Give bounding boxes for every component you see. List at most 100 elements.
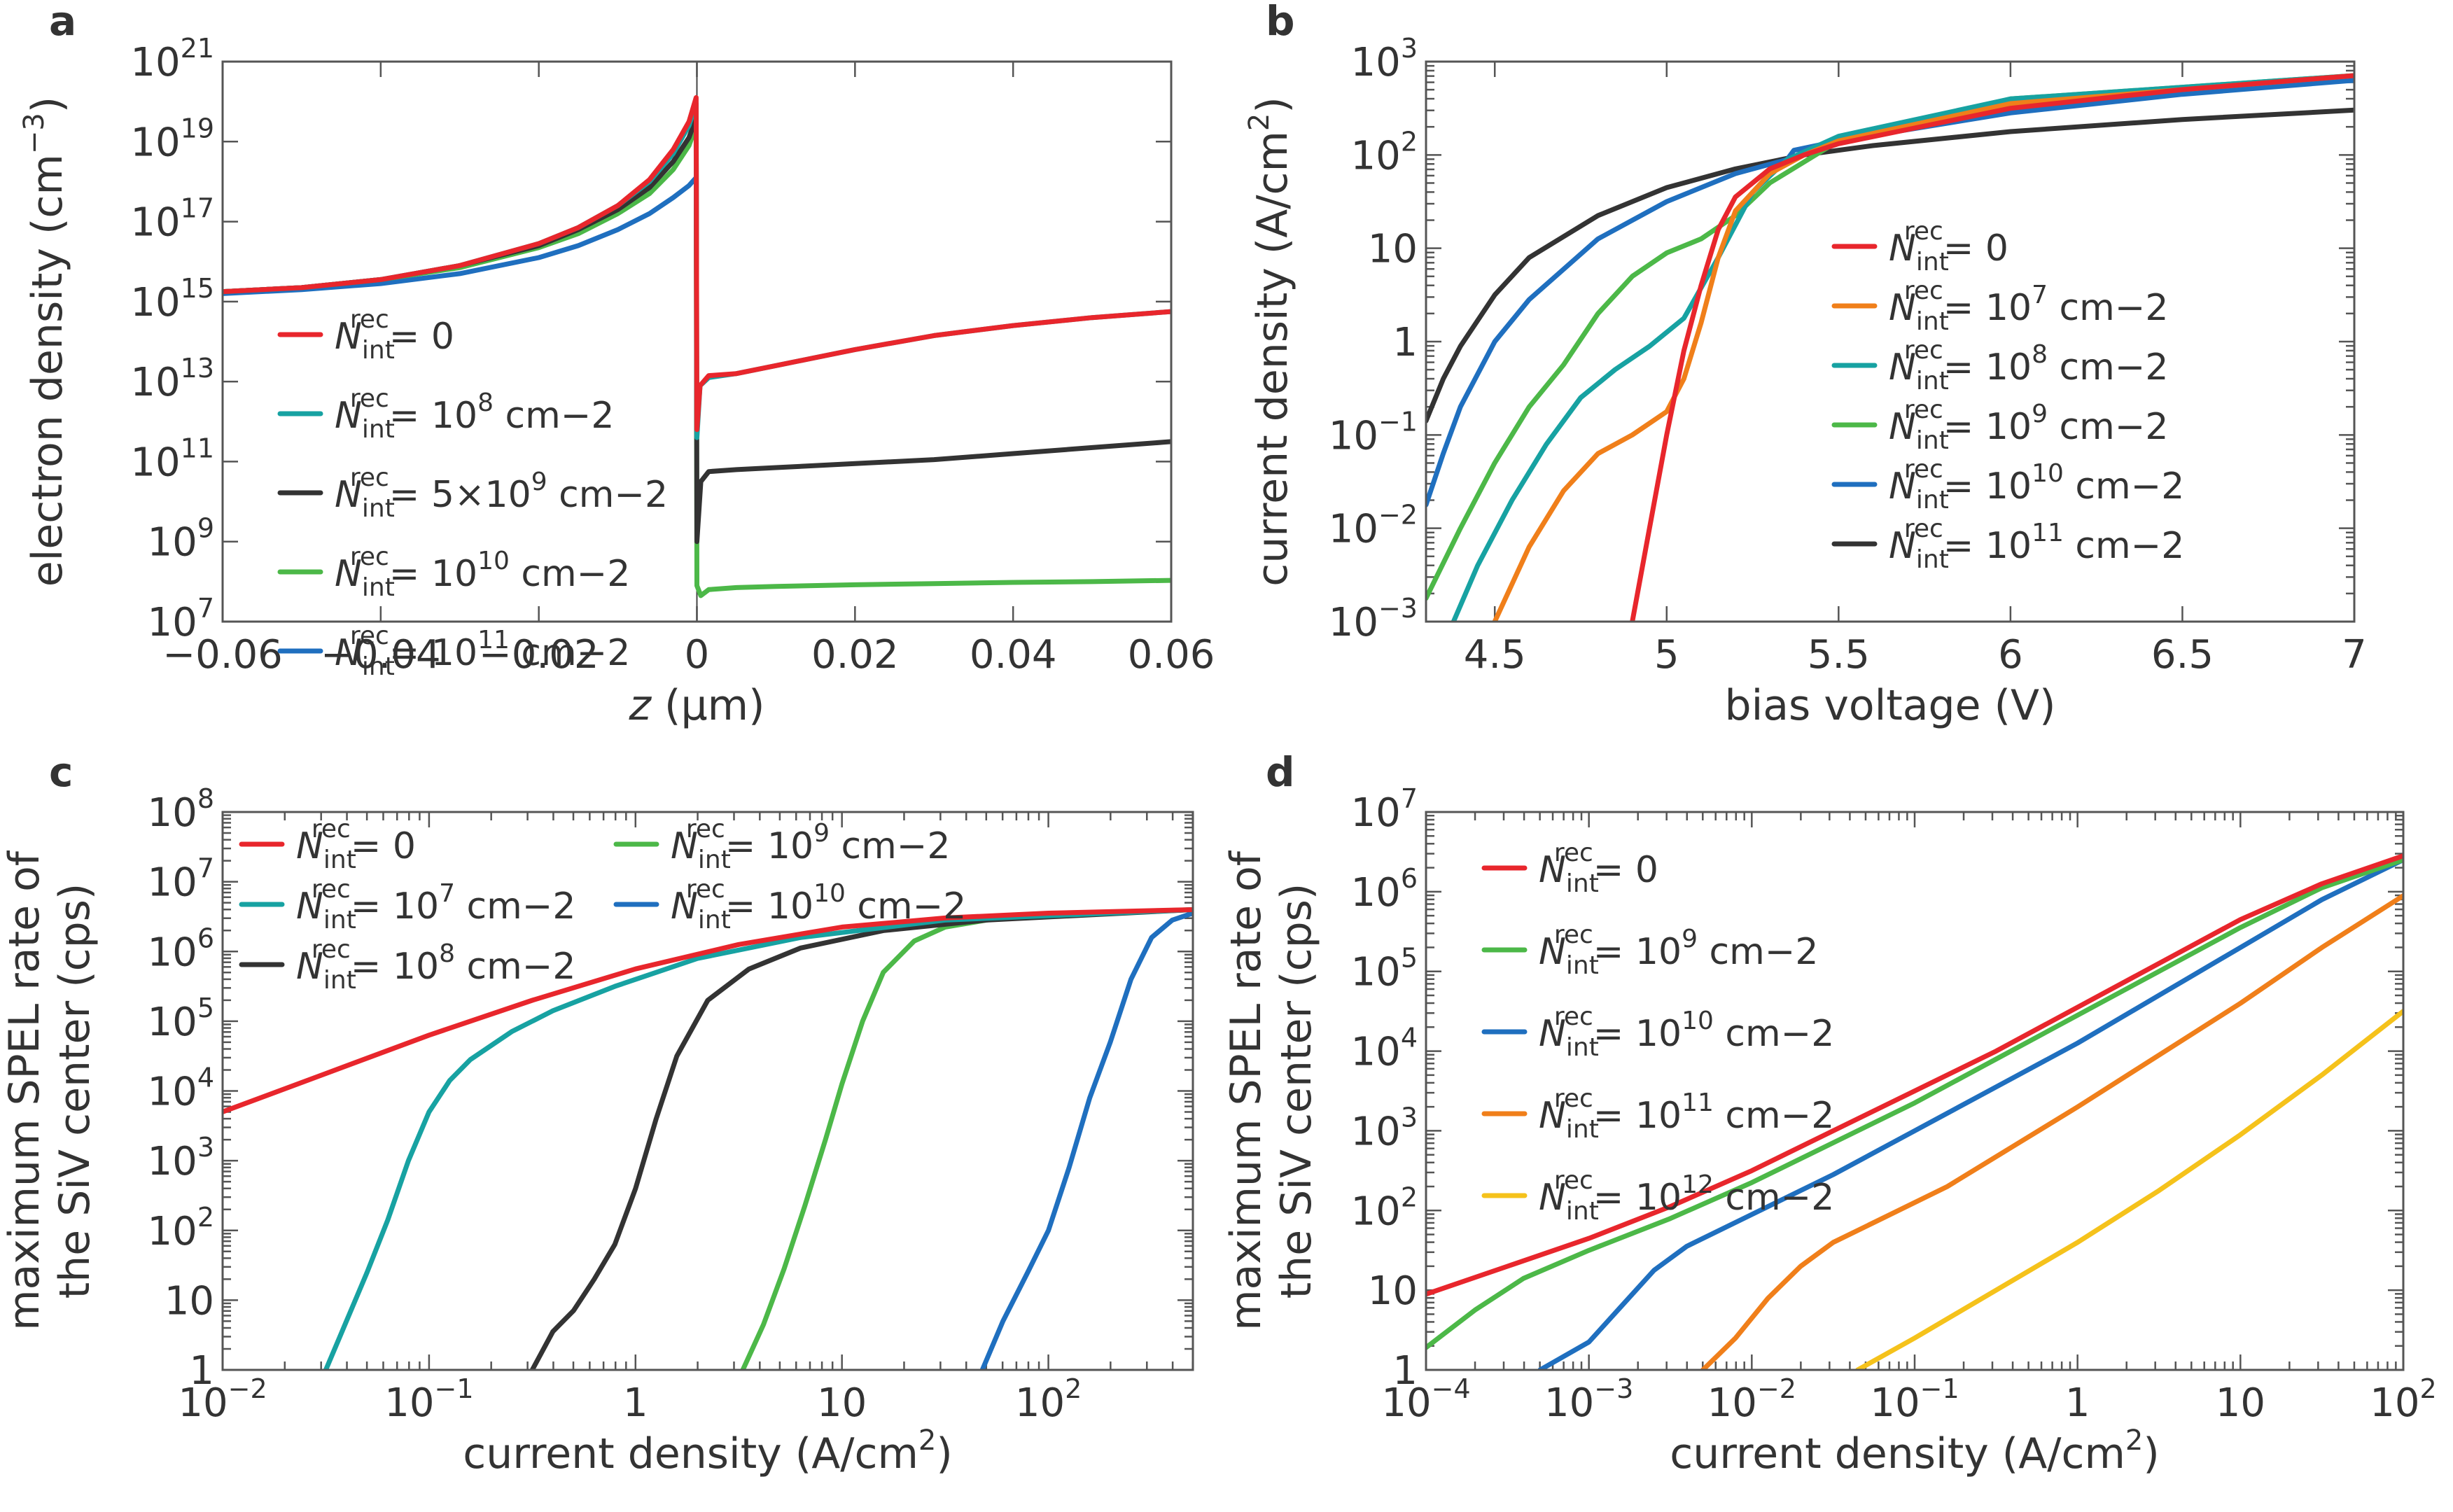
x-tick-base: 1 <box>2065 1380 2090 1426</box>
legend-symbol: N <box>671 825 698 867</box>
y-tick-exponent: 21 <box>181 33 214 64</box>
y-tick-base: 10 <box>1351 950 1401 995</box>
y-tick-label: 1013 <box>130 353 214 405</box>
legend-superscript: rec <box>312 815 351 844</box>
legend-value: = 10 <box>1593 931 1682 973</box>
legend-symbol: N <box>671 886 698 927</box>
x-tick-base: 10 <box>178 1380 228 1426</box>
x-tick-label: 10 <box>817 1380 867 1426</box>
legend-value: = 10 <box>1943 346 2032 388</box>
y-tick-label: 10−1 <box>1329 406 1418 458</box>
y-tick-exponent: −3 <box>1378 593 1418 624</box>
y-axis-label-text: electron density (cm <box>23 154 72 587</box>
y-tick-label: 10−2 <box>1329 500 1418 552</box>
x-tick-base: 10 <box>1381 1380 1431 1426</box>
y-tick-exponent: 8 <box>197 783 214 814</box>
legend-symbol: N <box>335 395 362 437</box>
y-axis-label-exponent: 2 <box>1243 113 1276 131</box>
series-line <box>223 175 699 296</box>
x-axis-label-close: ) <box>936 1429 952 1478</box>
legend-subscript: int <box>323 966 356 995</box>
y-tick-label: 1 <box>1392 320 1418 365</box>
x-tick-label: 102 <box>2370 1373 2436 1426</box>
legend-value: = 10 <box>1593 1177 1682 1219</box>
legend-entry: Nintrec= 1010 cm−2 <box>335 542 630 602</box>
x-axis-label-exponent: 2 <box>918 1424 936 1457</box>
x-tick-label: 102 <box>1015 1373 1082 1426</box>
series-line <box>529 907 1193 1370</box>
legend-entry: Nintrec= 0 <box>296 815 416 874</box>
y-tick-base: 10 <box>1329 600 1378 645</box>
y-tick-exponent: 3 <box>197 1132 214 1163</box>
legend-superscript: rec <box>1554 1002 1593 1031</box>
x-axis-label: current density (A/cm2) <box>1670 1424 2160 1478</box>
y-tick-label: 106 <box>1351 863 1418 916</box>
legend-exponent: 7 <box>439 879 455 908</box>
x-tick-label: 10−2 <box>178 1373 267 1426</box>
y-tick-exponent: 11 <box>181 433 214 463</box>
y-tick-base: 10 <box>148 1000 197 1045</box>
legend-exponent: 7 <box>2032 281 2048 309</box>
legend-value: = 0 <box>389 316 454 358</box>
x-axis-label: current density (A/cm2) <box>463 1424 953 1478</box>
series-line <box>740 907 1193 1370</box>
y-tick-base: 10 <box>1351 1030 1401 1075</box>
series-line <box>1426 857 2403 1350</box>
legend-symbol: N <box>1889 465 1916 507</box>
legend-exponent: 10 <box>2032 459 2064 488</box>
legend-subscript: int <box>1566 869 1599 898</box>
legend-subscript: int <box>1916 367 1949 396</box>
plot-frame <box>1425 60 2356 623</box>
x-tick-label: 10 <box>2216 1380 2265 1426</box>
legend-unit: cm−2 <box>510 553 630 595</box>
x-tick-label: 10−1 <box>1870 1373 1959 1426</box>
legend-entry: Nintrec= 0 <box>335 305 454 365</box>
legend-superscript: rec <box>350 542 389 571</box>
x-tick-exponent: −4 <box>1432 1373 1471 1404</box>
legend-subscript: int <box>323 906 356 934</box>
y-tick-exponent: 15 <box>181 273 214 304</box>
x-tick-base: 10 <box>817 1380 867 1426</box>
x-tick-exponent: −1 <box>435 1373 474 1404</box>
x-tick-base: 4.5 <box>1464 632 1526 678</box>
series-line <box>1426 853 2403 1297</box>
x-tick-label: 1 <box>623 1380 648 1426</box>
legend-exponent: 9 <box>813 819 830 848</box>
legend-exponent: 9 <box>531 468 547 496</box>
y-tick-label: 108 <box>148 783 214 836</box>
y-tick-label: 1017 <box>130 193 214 246</box>
y-tick-exponent: 4 <box>1401 1023 1418 1054</box>
legend-exponent: 8 <box>439 939 455 968</box>
legend-exponent: 10 <box>477 547 510 575</box>
legend-entry: Nintrec= 5×109 cm−2 <box>335 463 668 523</box>
legend-entry: Nintrec= 109 cm−2 <box>1889 396 2168 455</box>
y-tick-exponent: 13 <box>181 353 214 384</box>
legend-value: = 10 <box>1943 525 2032 567</box>
legend-superscript: rec <box>350 622 389 650</box>
legend-unit: cm−2 <box>455 946 575 988</box>
series-line <box>979 911 1193 1370</box>
y-tick-base: 10 <box>130 40 180 85</box>
legend-unit: cm−2 <box>510 632 630 674</box>
series-line <box>1700 893 2403 1370</box>
y-tick-base: 10 <box>148 790 197 836</box>
legend-entry: Nintrec= 0 <box>1539 839 1658 898</box>
y-tick-exponent: 3 <box>1401 1102 1418 1133</box>
legend-unit: cm−2 <box>2064 525 2184 567</box>
y-tick-label: 102 <box>1351 1182 1418 1234</box>
legend-unit: cm−2 <box>830 825 950 867</box>
legend-value: = 10 <box>1943 465 2032 507</box>
x-tick-label: 10−3 <box>1544 1373 1633 1426</box>
legend-symbol: N <box>1539 1177 1566 1219</box>
y-tick-base: 10 <box>1368 1268 1418 1314</box>
plot-frame <box>221 811 1194 1371</box>
y-tick-base: 10 <box>1329 507 1378 552</box>
legend-value: = 10 <box>351 946 439 988</box>
x-tick-base: 10 <box>1870 1380 1920 1426</box>
legend-unit: cm−2 <box>547 474 668 516</box>
x-tick-label: 4.5 <box>1464 632 1526 678</box>
y-axis-label-exponent: −3 <box>18 113 50 154</box>
x-tick-base: −0.06 <box>162 632 283 678</box>
y-tick-label: 1011 <box>130 433 214 485</box>
x-tick-label: −0.06 <box>162 632 283 678</box>
